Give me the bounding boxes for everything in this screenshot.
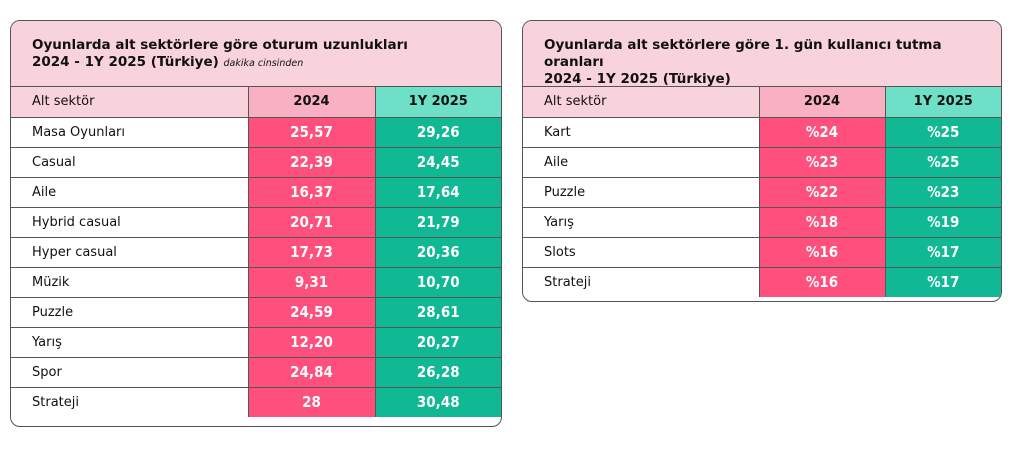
table-row: Strateji %16 %17 — [523, 266, 1001, 297]
retention-table-card: Oyunlarda alt sektörlere göre 1. gün kul… — [522, 20, 1002, 302]
table-row: Hybrid casual 20,71 21,79 — [11, 206, 501, 238]
row-sector-cell: Spor — [11, 356, 249, 388]
table-row: Puzzle %22 %23 — [523, 176, 1001, 208]
row-2024-cell: 20,71 — [247, 206, 376, 238]
row-sector-cell: Kart — [523, 116, 760, 148]
row-2025-cell: 20,36 — [374, 236, 501, 268]
table-header-box: Oyunlarda alt sektörlere göre 1. gün kul… — [523, 21, 1001, 87]
table-row: Hyper casual 17,73 20,36 — [11, 236, 501, 268]
row-sector-cell: Yarış — [11, 326, 249, 358]
row-sector-cell: Hyper casual — [11, 236, 249, 268]
table-header-box: Oyunlarda alt sektörlere göre oturum uzu… — [11, 21, 501, 87]
row-sector-cell: Strateji — [523, 266, 760, 297]
row-2024-cell: %22 — [758, 176, 886, 208]
table-row: Aile 16,37 17,64 — [11, 176, 501, 208]
table-subtitle: 2024 - 1Y 2025 (Türkiye) dakika cinsinde… — [32, 54, 304, 70]
row-2024-cell: %23 — [758, 146, 886, 178]
column-header-2025: 1Y 2025 — [884, 87, 1001, 118]
row-2024-cell: 16,37 — [247, 176, 376, 208]
retention-table: Alt sektör 2024 1Y 2025 Kart %24 %25 Aile %2… — [523, 87, 1001, 297]
row-2025-cell: %17 — [884, 236, 1001, 268]
row-2025-cell: %19 — [884, 206, 1001, 238]
column-header-2024: 2024 — [247, 87, 376, 118]
row-sector-cell: Puzzle — [11, 296, 249, 328]
row-sector-cell: Slots — [523, 236, 760, 268]
row-2025-cell: %23 — [884, 176, 1001, 208]
table-header-row: Alt sektör 2024 1Y 2025 — [11, 87, 501, 118]
table-row: Yarış 12,20 20,27 — [11, 326, 501, 358]
row-sector-cell: Hybrid casual — [11, 206, 249, 238]
table-row: Kart %24 %25 — [523, 116, 1001, 148]
session-length-table-card: Oyunlarda alt sektörlere göre oturum uzu… — [10, 20, 502, 427]
column-header-2025: 1Y 2025 — [374, 87, 501, 118]
table-row: Strateji 28 30,48 — [11, 386, 501, 417]
row-2024-cell: 9,31 — [247, 266, 376, 298]
row-sector-cell: Strateji — [11, 386, 249, 417]
row-2025-cell: 17,64 — [374, 176, 501, 208]
unit-note: dakika cinsinden — [223, 58, 304, 69]
row-2024-cell: 28 — [247, 386, 376, 417]
row-2025-cell: 29,26 — [374, 116, 501, 148]
table-row: Puzzle 24,59 28,61 — [11, 296, 501, 328]
column-header-sector: Alt sektör — [523, 87, 760, 118]
row-2024-cell: %18 — [758, 206, 886, 238]
row-sector-cell: Casual — [11, 146, 249, 178]
row-2025-cell: 20,27 — [374, 326, 501, 358]
row-2024-cell: 25,57 — [247, 116, 376, 148]
row-2025-cell: %25 — [884, 146, 1001, 178]
row-2024-cell: 12,20 — [247, 326, 376, 358]
session-length-table: Alt sektör 2024 1Y 2025 Masa Oyunları 25,… — [11, 87, 501, 417]
row-sector-cell: Aile — [523, 146, 760, 178]
row-sector-cell: Yarış — [523, 206, 760, 238]
row-2024-cell: 24,84 — [247, 356, 376, 388]
table-title: Oyunlarda alt sektörlere göre 1. gün kul… — [544, 37, 942, 70]
table-row: Spor 24,84 26,28 — [11, 356, 501, 388]
row-sector-cell: Aile — [11, 176, 249, 208]
table-header-row: Alt sektör 2024 1Y 2025 — [523, 87, 1001, 118]
row-sector-cell: Masa Oyunları — [11, 116, 249, 148]
table-row: Aile %23 %25 — [523, 146, 1001, 178]
row-2025-cell: 10,70 — [374, 266, 501, 298]
row-sector-cell: Puzzle — [523, 176, 760, 208]
row-2024-cell: %16 — [758, 266, 886, 297]
row-sector-cell: Müzik — [11, 266, 249, 298]
table-row: Casual 22,39 24,45 — [11, 146, 501, 178]
row-2025-cell: 30,48 — [374, 386, 501, 417]
row-2024-cell: %16 — [758, 236, 886, 268]
table-row: Yarış %18 %19 — [523, 206, 1001, 238]
row-2024-cell: 17,73 — [247, 236, 376, 268]
column-header-2024: 2024 — [758, 87, 886, 118]
row-2024-cell: 24,59 — [247, 296, 376, 328]
table-title: Oyunlarda alt sektörlere göre oturum uzu… — [32, 37, 408, 53]
row-2025-cell: 24,45 — [374, 146, 501, 178]
row-2024-cell: %24 — [758, 116, 886, 148]
table-row: Slots %16 %17 — [523, 236, 1001, 268]
row-2025-cell: 28,61 — [374, 296, 501, 328]
row-2025-cell: 26,28 — [374, 356, 501, 388]
row-2025-cell: 21,79 — [374, 206, 501, 238]
column-header-sector: Alt sektör — [11, 87, 249, 118]
row-2025-cell: %25 — [884, 116, 1001, 148]
row-2025-cell: %17 — [884, 266, 1001, 297]
table-row: Müzik 9,31 10,70 — [11, 266, 501, 298]
table-row: Masa Oyunları 25,57 29,26 — [11, 116, 501, 148]
table-subtitle: 2024 - 1Y 2025 (Türkiye) — [544, 71, 731, 87]
row-2024-cell: 22,39 — [247, 146, 376, 178]
